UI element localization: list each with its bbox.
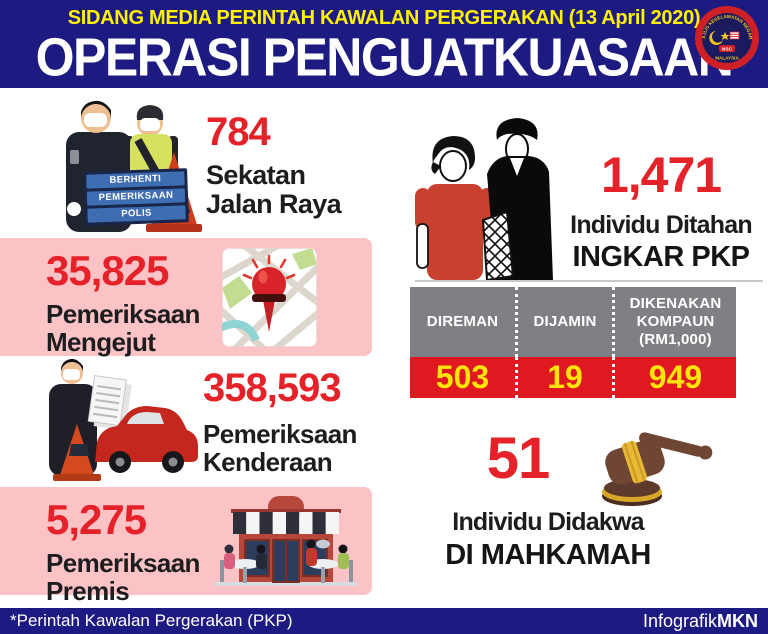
- table-value-kompaun: 949: [612, 357, 736, 398]
- table-header-dijamin: DIJAMIN: [515, 287, 612, 357]
- roadblock-sign-line2: PEMERIKSAAN: [86, 188, 186, 206]
- charged-labels: Individu Didakwa DI MAHKAMAH: [426, 508, 670, 572]
- charged-value: 51: [486, 426, 551, 491]
- footer-note: *Perintah Kawalan Pergerakan (PKP): [10, 611, 293, 630]
- table-header-direman: DIREMAN: [410, 287, 515, 357]
- table-header-kompaun: DIKENAKAN KOMPAUN (RM1,000): [612, 287, 736, 357]
- detained-label-line1: Individu Ditahan: [570, 211, 752, 239]
- premise-checks-stat: 5,275 Pemeriksaan Premis: [46, 496, 200, 607]
- vehicle-checks-label-line2: Kenderaan: [203, 447, 333, 478]
- roadblock-sign-line3: POLIS: [87, 205, 186, 223]
- punishment-table: DIREMAN DIJAMIN DIKENAKAN KOMPAUN (RM1,0…: [410, 287, 736, 398]
- header-bar: SIDANG MEDIA PERINTAH KAWALAN PERGERAKAN…: [0, 0, 768, 88]
- detained-stat: 1,471 Individu Ditahan INGKAR PKP: [556, 150, 766, 274]
- footer-credit-bold: MKN: [717, 611, 758, 631]
- roadblocks-stat: 784 Sekatan Jalan Raya: [206, 110, 342, 220]
- premise-checks-value: 5,275: [46, 496, 147, 543]
- footer-bar: *Perintah Kawalan Pergerakan (PKP) Infog…: [0, 608, 768, 634]
- logo-arc-bottom-text: MALAYSIA: [715, 56, 739, 61]
- premise-checks-label-line2: Premis: [46, 576, 130, 607]
- charged-label-line2: DI MAHKAMAH: [445, 539, 651, 571]
- logo-abbr-text: NSC: [722, 46, 733, 52]
- spot-checks-stat: 35,825 Pemeriksaan Mengejut: [46, 247, 200, 358]
- gavel-icon: [580, 424, 720, 509]
- footer-credit-normal: Infografik: [642, 611, 717, 631]
- police-roadblock-icon: BERHENTI PEMERIKSAAN POLIS: [38, 96, 208, 236]
- spot-checks-label-line2: Mengejut: [46, 327, 156, 358]
- footer-credit: InfografikMKN: [643, 608, 758, 634]
- roadblock-sign: BERHENTI PEMERIKSAAN POLIS: [83, 168, 189, 226]
- spot-checks-value: 35,825: [46, 247, 169, 294]
- roadblocks-label-line1: Sekatan: [206, 160, 306, 190]
- table-value-direman: 503: [410, 357, 515, 398]
- table-value-dijamin: 19: [515, 357, 612, 398]
- map-siren-icon: [222, 248, 317, 347]
- vehicle-checks-stat: 358,593 Pemeriksaan Kenderaan: [203, 368, 357, 476]
- mkn-logo: MAJLIS KESELAMATAN NEGARA NSC MALAYSIA: [694, 5, 759, 70]
- vehicle-checks-value: 358,593: [203, 366, 342, 410]
- arrest-icon: [393, 100, 568, 282]
- vehicle-checks-label-line1: Pemeriksaan: [203, 419, 357, 449]
- page-title: OPERASI PENGUATKUASAAN: [35, 27, 734, 88]
- spot-checks-label-line1: Pemeriksaan: [46, 299, 200, 329]
- detained-label-line2: INGKAR PKP: [572, 241, 750, 273]
- vehicle-inspection-icon: [25, 356, 200, 484]
- charged-label-line1: Individu Didakwa: [452, 508, 644, 536]
- detained-value: 1,471: [600, 147, 722, 203]
- premise-checks-label-line1: Pemeriksaan: [46, 548, 200, 578]
- roadblocks-value: 784: [206, 110, 271, 154]
- roadblocks-label-line2: Jalan Raya: [206, 189, 342, 220]
- section-divider: [415, 280, 763, 282]
- header-subtitle: SIDANG MEDIA PERINTAH KAWALAN PERGERAKAN…: [67, 7, 701, 29]
- roadblock-sign-line1: BERHENTI: [86, 171, 185, 189]
- premises-cafe-icon: [215, 494, 357, 592]
